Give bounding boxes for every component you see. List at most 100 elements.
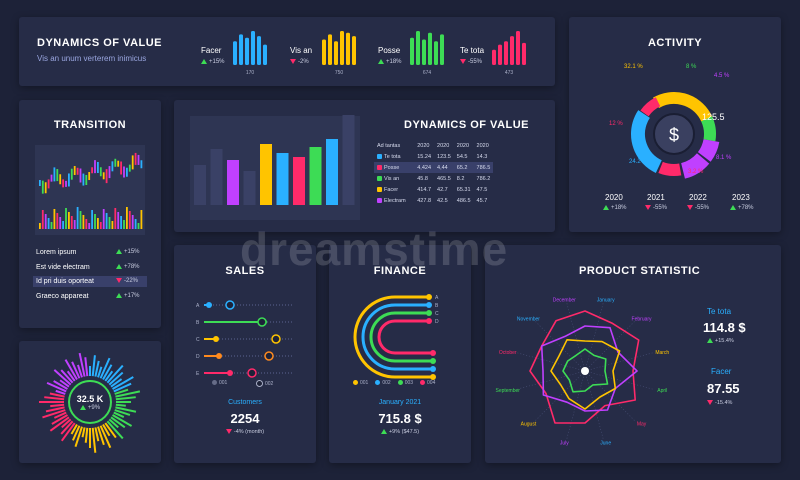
donut-seg-purple2	[628, 88, 720, 180]
customers-label: Customers	[228, 399, 262, 406]
gauge-tick	[115, 396, 136, 401]
radar-axis	[584, 370, 604, 439]
radar-month-label: August	[521, 421, 537, 427]
volume-bar	[123, 220, 125, 229]
gauge-tick	[51, 414, 68, 425]
candle	[134, 152, 137, 165]
finance-track-start	[430, 366, 436, 372]
table-row[interactable]: Electram 427.8 42.5 486.5 45.7	[374, 195, 493, 206]
gauge-tick	[53, 369, 72, 386]
gauge-value: 32.5 K	[76, 394, 104, 404]
value-bar	[309, 147, 322, 205]
mini-bar	[233, 41, 237, 65]
finance-legend-label: 001	[360, 380, 369, 386]
mini-bar	[522, 42, 526, 65]
gauge-tick	[97, 366, 103, 378]
volume-bar	[128, 211, 131, 229]
sales-row-label: D	[196, 354, 200, 360]
activity-label: 3.2 %	[688, 169, 704, 175]
finance-period: January 2021	[378, 399, 422, 406]
candle	[117, 160, 120, 167]
candle	[108, 166, 111, 179]
customers-change-text: -4% (month)	[233, 429, 265, 435]
candle	[123, 166, 125, 178]
activity-center-value: 125.5	[702, 112, 725, 122]
volume-bar	[65, 208, 67, 229]
volume-bar	[68, 212, 70, 229]
candle	[47, 179, 50, 189]
gauge-tick	[114, 388, 129, 395]
candle	[59, 174, 62, 185]
transition-title: TRANSITION	[53, 119, 127, 131]
radar-axis	[517, 370, 586, 390]
activity-year-change: -55%	[653, 205, 668, 212]
sales-dot-001	[216, 353, 222, 359]
metric-change: -2%	[290, 59, 309, 65]
row-name-text: Electram	[384, 197, 406, 204]
metric-change: -55%	[460, 59, 482, 65]
gauge-tick	[59, 379, 70, 388]
volume-bar	[102, 209, 105, 229]
table-cell: 15.24	[417, 153, 432, 160]
up-arrow-icon	[116, 292, 122, 298]
customers-value: 2254	[230, 411, 260, 426]
metric-name: Facer	[201, 46, 222, 55]
gauge-tick	[113, 411, 125, 418]
gauge-tick	[60, 369, 74, 384]
series-dot-icon	[377, 197, 382, 203]
table-cell: 465.5	[437, 175, 451, 182]
down-arrow-icon	[645, 205, 651, 210]
radial-gauge	[39, 352, 141, 453]
table-cell: 414.7	[417, 186, 432, 193]
finance-track	[353, 295, 435, 379]
table-cell: 54.5	[456, 153, 468, 160]
table-header: 2020	[476, 142, 489, 149]
sales-dot-001	[206, 302, 212, 308]
transition-item-label: Est vide electram	[36, 263, 90, 271]
legend-dot-icon	[420, 380, 426, 386]
finance-change: +9% ($47.5)	[329, 429, 471, 435]
value-bar	[293, 157, 305, 205]
dynamics-bar-chart	[194, 115, 355, 205]
table-row-name: Posse	[374, 162, 415, 173]
gauge-tick	[66, 370, 76, 382]
finance-track-label: A	[435, 295, 439, 301]
volume-bar	[62, 221, 64, 229]
dynamics-table: Ad tantas 2020 2020 2020 2020 Te tota 15.24 12…	[374, 140, 494, 206]
table-row[interactable]: Posse 4,424 4,44 65.2 786.5	[374, 162, 494, 173]
dollar-icon: $	[669, 125, 679, 145]
up-arrow-icon	[201, 59, 207, 64]
transition-item-change: -22%	[116, 278, 138, 284]
metric-change-text: +18%	[386, 59, 402, 66]
watermark: dreamstime	[240, 223, 509, 275]
value-bar	[210, 149, 223, 205]
table-cell: 486.5	[456, 197, 471, 204]
radar-month-label: September	[495, 388, 520, 394]
radar-month-label: March	[655, 350, 669, 356]
transition-item-change-text: -22%	[124, 278, 139, 285]
activity-year-change-row: +78%	[730, 205, 754, 211]
legend-dot-icon	[353, 380, 358, 386]
volume-bar	[53, 209, 56, 229]
value-bar	[194, 165, 206, 205]
up-arrow-icon	[707, 338, 713, 344]
gauge-tick	[106, 364, 124, 384]
mini-bar	[410, 37, 414, 65]
table-row-name: Te tota	[374, 151, 414, 162]
value-bar	[342, 115, 355, 205]
volume-bar	[137, 223, 140, 229]
activity-label: 32.1 %	[624, 64, 643, 70]
gauge-tick	[94, 360, 100, 377]
finance-track-label: B	[435, 303, 439, 309]
gauge-tick	[106, 420, 124, 440]
gauge-tick	[81, 427, 86, 438]
finance-title: FINANCE	[373, 265, 427, 277]
table-row[interactable]: Te tota 15.24 123.5 54.5 14.3	[374, 151, 493, 162]
down-arrow-icon	[460, 59, 466, 64]
table-row[interactable]: Vis an 45.8 465.5 8.2 786.2	[374, 173, 493, 184]
gauge-tick	[84, 357, 89, 377]
volume-bar	[88, 223, 91, 229]
sales-dot-plot: A B C D E	[196, 300, 294, 378]
table-row[interactable]: Facer 414.7 42.7 65.31 47.5	[374, 184, 493, 195]
